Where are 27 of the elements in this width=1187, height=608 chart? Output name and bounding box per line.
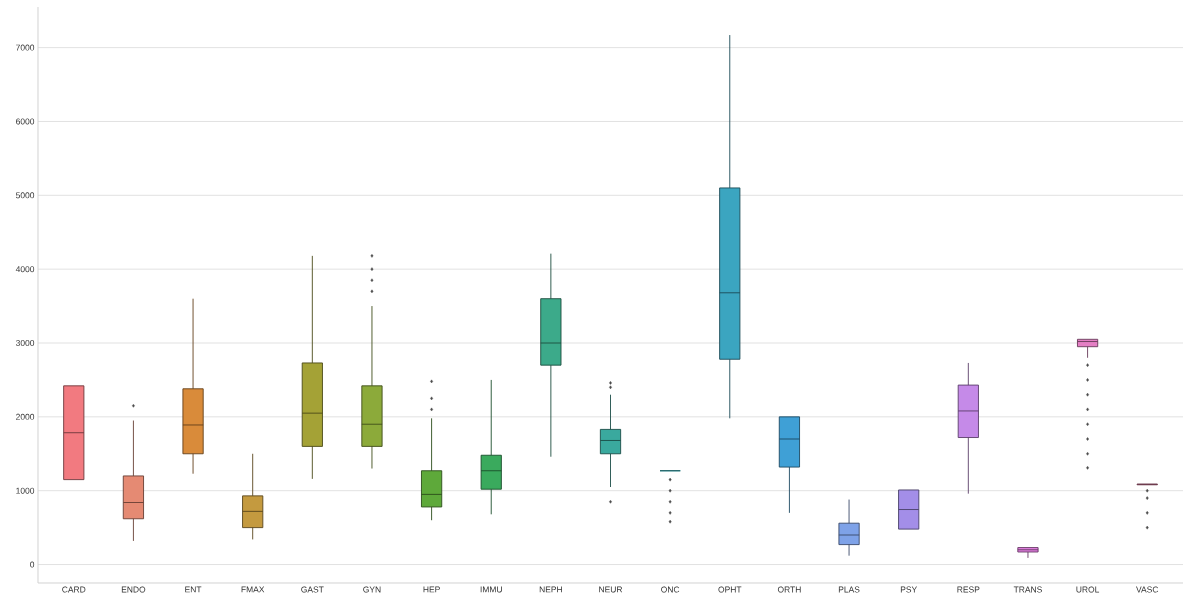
x-tick-label: GYN (363, 586, 381, 593)
x-tick-label: ORTH (777, 586, 801, 593)
x-tick-label: HEP (423, 586, 440, 593)
y-tick-label: 3000 (15, 340, 35, 346)
x-tick-label: NEUR (599, 586, 623, 593)
y-tick-label: 1000 (16, 487, 35, 494)
y-tick-label: 0 (30, 561, 35, 568)
x-tick-label: ENDO (121, 586, 146, 593)
x-tick-label: OPHT (718, 586, 742, 593)
x-tick-label: CARD (62, 586, 86, 593)
y-tick-label: 6000 (16, 118, 35, 125)
x-tick-label: ENT (185, 586, 202, 593)
y-tick-label: 5000 (15, 192, 35, 199)
x-tick-label: PLAS (838, 586, 860, 593)
x-tick-label: ONC (661, 586, 680, 593)
x-tick-label: GAST (301, 586, 324, 593)
x-tick-label: RESP (957, 586, 980, 593)
x-tick-label: VASC (1136, 586, 1159, 593)
x-tick-label: FMAX (241, 586, 265, 593)
y-tick-label: 4000 (15, 266, 35, 273)
x-tick-label: PSY (900, 586, 917, 593)
x-tick-label: TRANS (1013, 586, 1042, 593)
x-tick-label: NEPH (539, 586, 562, 593)
y-tick-label: 7000 (16, 44, 35, 51)
x-tick-label: UROL (1076, 586, 1100, 593)
x-tick-label: IMMU (480, 586, 502, 593)
y-tick-label: 2000 (16, 413, 35, 420)
